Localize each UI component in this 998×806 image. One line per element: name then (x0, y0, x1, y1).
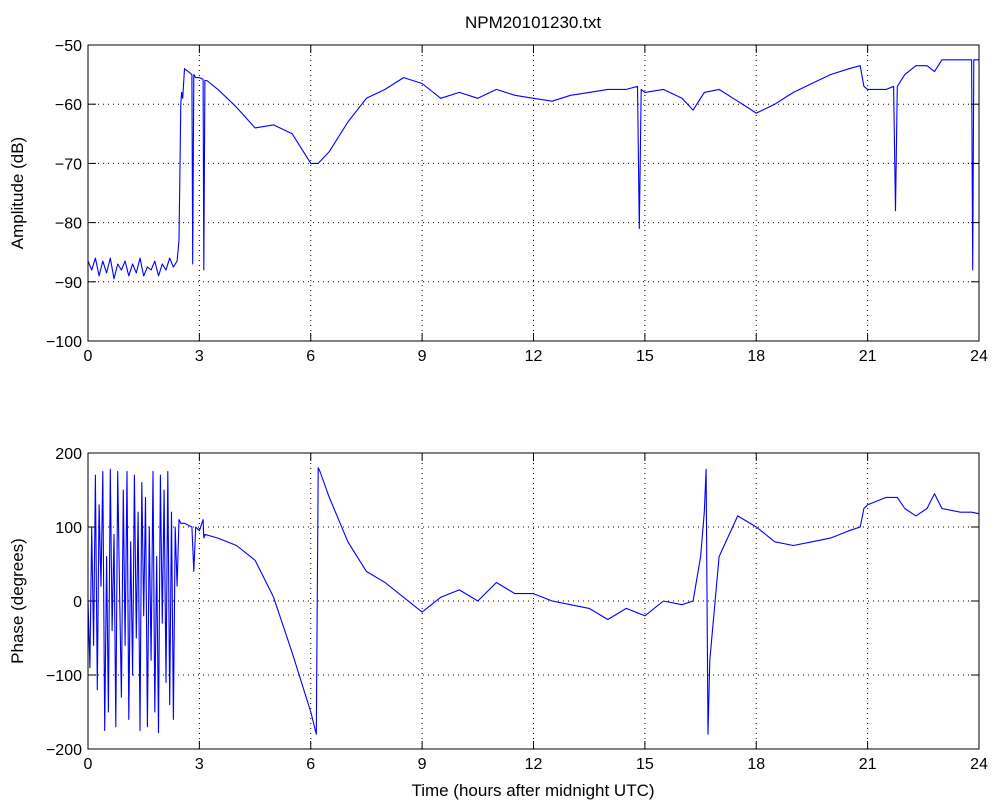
series-line (87, 467, 980, 735)
x-tick-label: 21 (859, 348, 877, 365)
series-line (87, 59, 979, 280)
phase-ticks: 0 3 6 9 12 15 18 21 24 −200 −100 0 100 200 (46, 446, 988, 773)
x-tick-label: 12 (525, 756, 543, 773)
y-tick-label: −60 (55, 97, 82, 114)
y-tick-label: −100 (46, 334, 82, 351)
amplitude-panel: 0 3 6 9 12 15 18 21 24 −100 −90 −80 −70 −60 −50 Amplit… (8, 38, 988, 365)
x-tick-label: 15 (636, 348, 654, 365)
y-tick-label: −50 (55, 38, 82, 55)
y-tick-label: 100 (55, 520, 82, 537)
x-tick-label: 18 (747, 348, 765, 365)
x-tick-label: 24 (970, 348, 988, 365)
x-tick-label: 6 (306, 756, 315, 773)
amplitude-line (87, 59, 979, 280)
x-tick-label: 21 (859, 756, 877, 773)
x-tick-label: 24 (970, 756, 988, 773)
phase-line (87, 467, 980, 735)
x-tick-label: 0 (84, 348, 93, 365)
phase-panel: 0 3 6 9 12 15 18 21 24 −200 −100 0 100 200 Phase (deg… (8, 446, 988, 800)
x-tick-label: 0 (84, 756, 93, 773)
chart-title: NPM20101230.txt (465, 13, 601, 32)
x-tick-label: 3 (195, 756, 204, 773)
y-tick-label: 200 (55, 446, 82, 463)
phase-grid (88, 453, 979, 749)
amplitude-ylabel: Amplitude (dB) (8, 137, 27, 249)
x-tick-label: 12 (525, 348, 543, 365)
amplitude-ticks: 0 3 6 9 12 15 18 21 24 −100 −90 −80 −70 −60 −50 (46, 38, 988, 365)
x-tick-label: 6 (306, 348, 315, 365)
y-tick-label: 0 (73, 594, 82, 611)
y-tick-label: −80 (55, 216, 82, 233)
phase-xlabel: Time (hours after midnight UTC) (411, 781, 654, 800)
y-tick-label: −70 (55, 156, 82, 173)
phase-ylabel: Phase (degrees) (8, 538, 27, 664)
x-tick-label: 3 (195, 348, 204, 365)
x-tick-label: 15 (636, 756, 654, 773)
x-tick-label: 9 (418, 756, 427, 773)
x-tick-label: 18 (747, 756, 765, 773)
y-tick-label: −200 (46, 742, 82, 759)
amplitude-grid (88, 45, 979, 341)
x-tick-label: 9 (418, 348, 427, 365)
y-tick-label: −100 (46, 668, 82, 685)
y-tick-label: −90 (55, 275, 82, 292)
